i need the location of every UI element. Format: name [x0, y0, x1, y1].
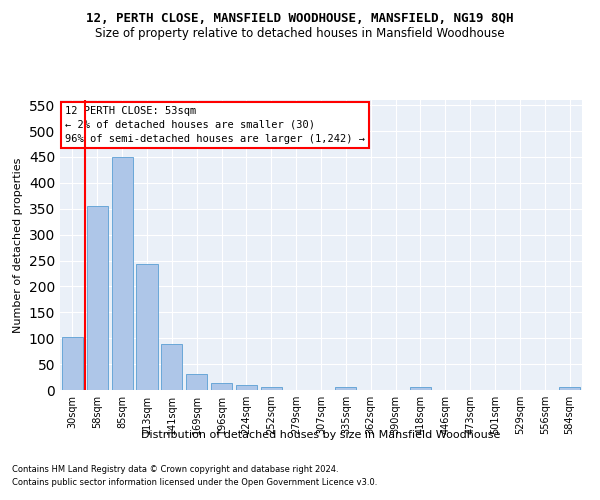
- Text: Distribution of detached houses by size in Mansfield Woodhouse: Distribution of detached houses by size …: [142, 430, 500, 440]
- Text: Size of property relative to detached houses in Mansfield Woodhouse: Size of property relative to detached ho…: [95, 28, 505, 40]
- Text: 12, PERTH CLOSE, MANSFIELD WOODHOUSE, MANSFIELD, NG19 8QH: 12, PERTH CLOSE, MANSFIELD WOODHOUSE, MA…: [86, 12, 514, 26]
- Bar: [186, 374, 207, 390]
- Text: Contains public sector information licensed under the Open Government Licence v3: Contains public sector information licen…: [12, 478, 377, 487]
- Text: Contains HM Land Registry data © Crown copyright and database right 2024.: Contains HM Land Registry data © Crown c…: [12, 466, 338, 474]
- Bar: [559, 388, 580, 390]
- Bar: [161, 344, 182, 390]
- Bar: [261, 388, 282, 390]
- Bar: [87, 206, 108, 390]
- Bar: [211, 383, 232, 390]
- Text: 12 PERTH CLOSE: 53sqm
← 2% of detached houses are smaller (30)
96% of semi-detac: 12 PERTH CLOSE: 53sqm ← 2% of detached h…: [65, 106, 365, 144]
- Bar: [410, 388, 431, 390]
- Bar: [62, 336, 83, 390]
- Bar: [236, 386, 257, 390]
- Bar: [335, 388, 356, 390]
- Bar: [112, 157, 133, 390]
- Bar: [136, 264, 158, 390]
- Y-axis label: Number of detached properties: Number of detached properties: [13, 158, 23, 332]
